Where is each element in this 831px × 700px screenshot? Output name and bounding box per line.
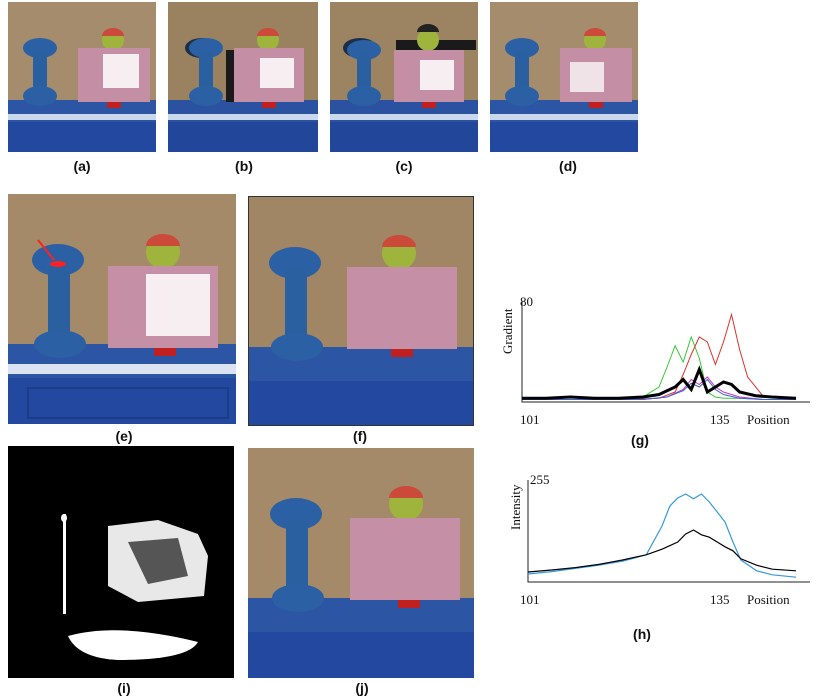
chart-g-ymax: 80 — [520, 294, 533, 309]
chart-axes — [527, 480, 810, 583]
series-line — [522, 335, 796, 400]
chart-h-xstart: 101 — [520, 592, 540, 607]
chart-h-xlabel: Position — [747, 592, 790, 607]
caption-a: (a) — [73, 158, 91, 174]
caption-c: (c) — [395, 158, 413, 174]
caption-e: (e) — [115, 428, 133, 444]
photo-panel-d — [490, 2, 638, 152]
photo-panel-e — [8, 194, 236, 424]
caption-j: (j) — [355, 680, 369, 696]
scene-image — [490, 2, 638, 152]
caption-f: (f) — [353, 428, 367, 444]
chart-g-xend: 135 — [710, 412, 730, 427]
gradient-chart — [521, 302, 810, 403]
photo-panel-c — [330, 2, 478, 152]
photo-panel-a — [8, 2, 156, 152]
photo-panel-f — [248, 196, 474, 426]
mask-image — [8, 446, 234, 678]
chart-axes — [521, 302, 810, 403]
series-line — [527, 529, 797, 573]
photo-panel-b — [168, 2, 318, 152]
scene-image — [8, 194, 236, 424]
caption-i: (i) — [117, 680, 131, 696]
scene-image — [8, 2, 156, 152]
chart-g-xlabel: Position — [747, 412, 790, 427]
chart-g-ylabel: Gradient — [500, 308, 515, 354]
scene-image — [249, 197, 473, 425]
caption-d: (d) — [559, 158, 577, 174]
scene-image — [330, 2, 478, 152]
series-line — [522, 365, 797, 400]
chart-h-ylabel: Intensity — [508, 484, 523, 531]
intensity-chart — [527, 480, 810, 583]
scene-image — [168, 2, 318, 152]
chart-g: 80 Gradient 101 135 Position — [500, 290, 820, 450]
caption-b: (b) — [235, 158, 253, 174]
caption-g: (g) — [631, 432, 649, 448]
chart-g-xstart: 101 — [520, 412, 540, 427]
scene-image — [248, 448, 474, 678]
chart-h-ymax: 255 — [530, 472, 550, 487]
caption-h: (h) — [633, 626, 651, 642]
photo-panel-j — [248, 448, 474, 678]
chart-h: 255 Intensity 101 135 Position — [500, 470, 820, 620]
chart-h-xend: 135 — [710, 592, 730, 607]
series-line — [522, 378, 796, 400]
photo-panel-i — [8, 446, 234, 678]
